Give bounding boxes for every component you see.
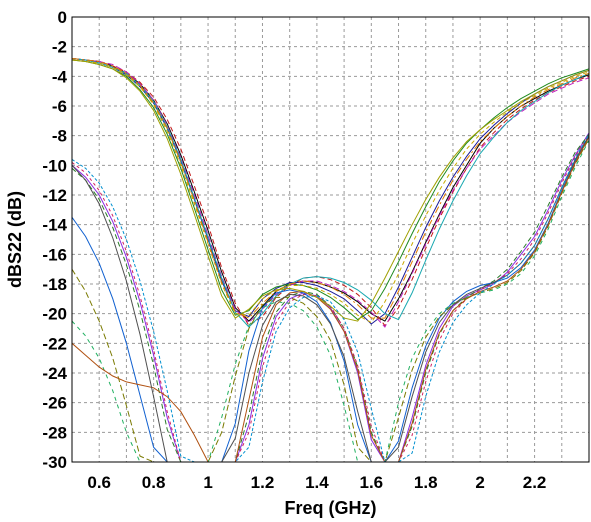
series-line	[72, 59, 589, 322]
y-tick-label: -16	[42, 245, 67, 264]
y-tick-label: -24	[42, 364, 67, 383]
y-tick-label: -20	[42, 305, 67, 324]
x-tick-label: 2	[475, 473, 484, 492]
series-line	[72, 59, 589, 324]
x-tick-label: 2.2	[523, 473, 547, 492]
y-tick-label: -14	[42, 216, 67, 235]
y-tick-label: -28	[42, 423, 67, 442]
series-line	[72, 58, 589, 319]
series-line	[72, 133, 589, 462]
series-line	[72, 58, 589, 328]
x-tick-label: 1.8	[414, 473, 438, 492]
series-line	[72, 138, 589, 462]
y-tick-label: -6	[52, 97, 67, 116]
x-tick-label: 0.8	[142, 473, 166, 492]
y-tick-label: -10	[42, 156, 67, 175]
series-line	[72, 133, 589, 462]
x-axis-label: Freq (GHz)	[285, 498, 377, 518]
x-tick-label: 1	[203, 473, 212, 492]
y-tick-label: -4	[52, 67, 68, 86]
series-line	[72, 139, 589, 462]
series-line	[72, 136, 589, 462]
x-tick-label: 1.4	[305, 473, 329, 492]
y-tick-label: -2	[52, 38, 67, 57]
series-lines	[72, 58, 589, 462]
x-tick-label: 1.6	[359, 473, 383, 492]
grid	[72, 17, 589, 462]
x-tick-labels: 0.6 0.8 1 1.2 1.4 1.6 1.8 2 2.2	[87, 473, 546, 492]
x-tick-label: 1.2	[251, 473, 275, 492]
y-tick-label: -18	[42, 275, 67, 294]
y-tick-label: -8	[52, 127, 67, 146]
x-tick-label: 0.6	[87, 473, 111, 492]
y-tick-label: -12	[42, 186, 67, 205]
y-tick-labels: 0 -2 -4 -6 -8 -10 -12 -14 -16 -18 -20 -22 -24 -26 -28 -…	[42, 8, 67, 472]
y-tick-label: -30	[42, 453, 67, 472]
y-tick-label: -22	[42, 334, 67, 353]
series-line	[72, 58, 589, 327]
series-line	[72, 135, 589, 462]
series-line	[72, 59, 589, 321]
y-tick-label: -26	[42, 394, 67, 413]
plot-frame	[71, 16, 590, 463]
series-line	[72, 133, 589, 462]
series-line	[72, 135, 589, 462]
y-tick-label: 0	[58, 8, 67, 27]
y-axis-label: dBS22 (dB)	[5, 191, 25, 288]
